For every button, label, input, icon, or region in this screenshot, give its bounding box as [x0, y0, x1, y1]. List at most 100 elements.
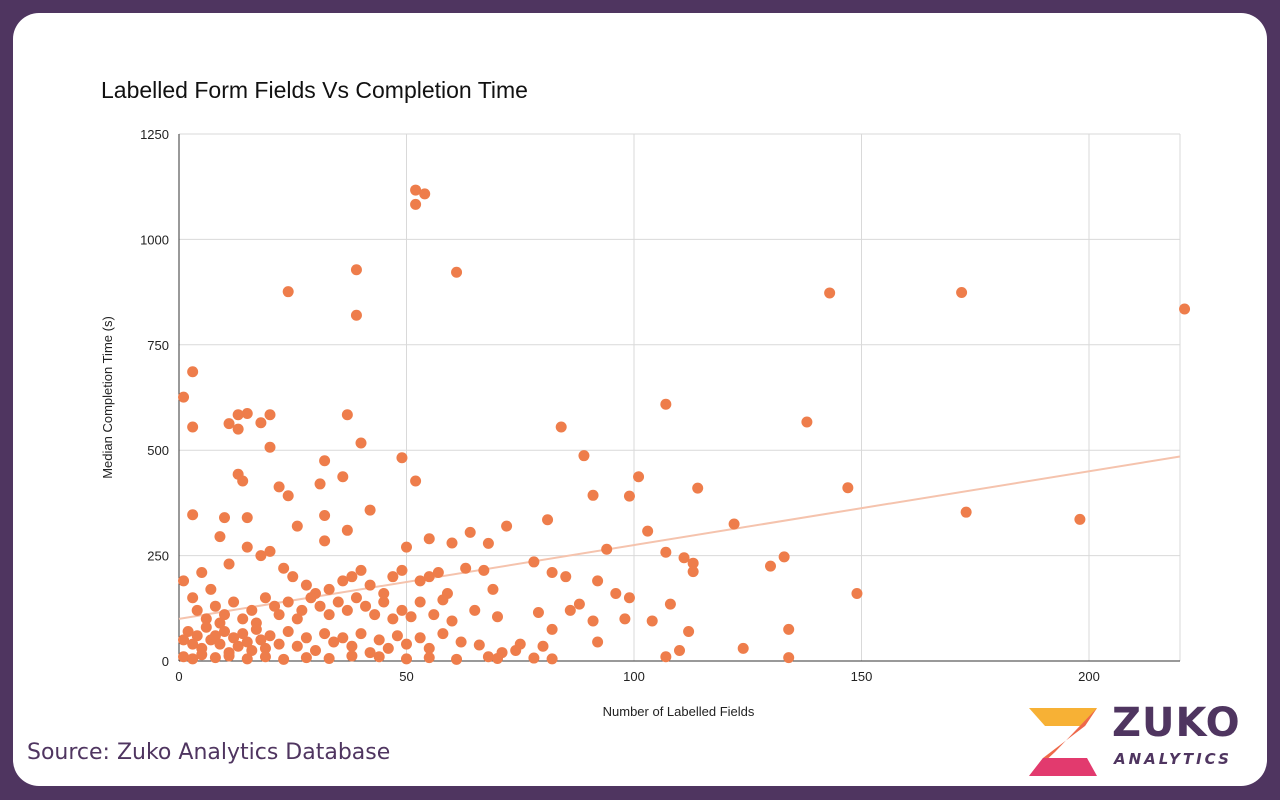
data-point: [573, 598, 585, 610]
data-point: [564, 604, 576, 616]
data-point: [842, 482, 854, 494]
data-point: [332, 596, 344, 608]
data-point: [623, 592, 635, 604]
data-point: [350, 592, 362, 604]
data-point: [451, 266, 463, 278]
data-point: [473, 639, 485, 651]
data-point: [423, 533, 435, 545]
data-point: [601, 543, 613, 555]
data-point: [223, 558, 235, 570]
data-point: [264, 545, 276, 557]
data-point: [801, 416, 813, 428]
data-point: [250, 623, 262, 635]
data-point: [328, 636, 340, 648]
data-point: [660, 651, 672, 663]
data-point: [537, 640, 549, 652]
data-point: [414, 575, 426, 587]
data-point: [291, 520, 303, 532]
data-point: [214, 531, 226, 543]
chart-card: [13, 13, 1267, 786]
data-point: [237, 613, 249, 625]
data-point: [405, 611, 417, 623]
data-point: [209, 652, 221, 664]
data-point: [341, 604, 353, 616]
data-point: [323, 583, 335, 595]
data-point: [410, 198, 422, 210]
data-point: [555, 421, 567, 433]
data-point: [264, 409, 276, 421]
data-point: [451, 653, 463, 665]
data-point: [282, 596, 294, 608]
data-point: [423, 642, 435, 654]
data-point: [387, 613, 399, 625]
data-point: [546, 653, 558, 665]
data-point: [587, 615, 599, 627]
data-point: [191, 630, 203, 642]
x-tick-label: 100: [623, 669, 645, 684]
data-point: [401, 541, 412, 553]
data-point: [291, 640, 303, 652]
data-point: [778, 551, 790, 563]
data-point: [428, 609, 440, 621]
data-point: [373, 651, 385, 663]
data-point: [223, 650, 235, 662]
data-point: [255, 634, 267, 646]
data-point: [178, 634, 190, 646]
data-point: [623, 490, 635, 502]
data-point: [660, 546, 672, 558]
data-point: [200, 621, 212, 633]
data-point: [232, 640, 244, 652]
data-point: [633, 471, 645, 483]
data-point: [187, 653, 199, 665]
data-point: [305, 592, 317, 604]
data-point: [282, 490, 294, 502]
data-point: [282, 625, 294, 637]
data-point: [223, 418, 235, 430]
data-point: [219, 609, 230, 621]
logo-wordmark: ZUKO: [1112, 700, 1241, 746]
data-point: [319, 535, 331, 547]
data-point: [542, 514, 554, 526]
data-point: [209, 600, 221, 612]
data-point: [314, 600, 326, 612]
data-point: [187, 421, 199, 433]
data-point: [182, 625, 194, 637]
x-tick-label: 150: [851, 669, 873, 684]
data-point: [337, 632, 349, 644]
data-point: [296, 604, 308, 616]
data-point: [678, 552, 690, 564]
y-tick-label: 500: [147, 443, 169, 458]
data-point: [437, 628, 449, 640]
zuko-logo: ZUKO ANALYTICS: [1025, 700, 1255, 780]
data-point: [350, 264, 362, 276]
data-point: [660, 398, 672, 410]
data-point: [401, 638, 412, 650]
data-point: [460, 562, 472, 574]
data-point: [364, 579, 376, 591]
data-point: [1179, 303, 1191, 315]
x-tick-label: 0: [175, 669, 182, 684]
data-point: [674, 644, 685, 656]
data-point: [178, 651, 190, 663]
data-point: [364, 504, 376, 516]
data-point: [228, 632, 240, 644]
x-axis-title: Number of Labelled Fields: [603, 704, 755, 719]
data-point: [373, 634, 385, 646]
data-point: [232, 423, 244, 435]
data-point: [478, 564, 490, 576]
data-point: [237, 475, 249, 487]
data-point: [278, 653, 290, 665]
data-point: [346, 650, 358, 662]
data-point: [369, 609, 381, 621]
data-point: [341, 409, 353, 421]
data-point: [619, 613, 631, 625]
data-point: [319, 628, 331, 640]
data-point: [287, 571, 299, 583]
data-point: [187, 592, 199, 604]
data-point: [469, 604, 481, 616]
data-point: [446, 537, 458, 549]
data-point: [410, 475, 422, 487]
data-point: [355, 628, 367, 640]
data-point: [241, 636, 253, 648]
data-point: [396, 604, 408, 616]
